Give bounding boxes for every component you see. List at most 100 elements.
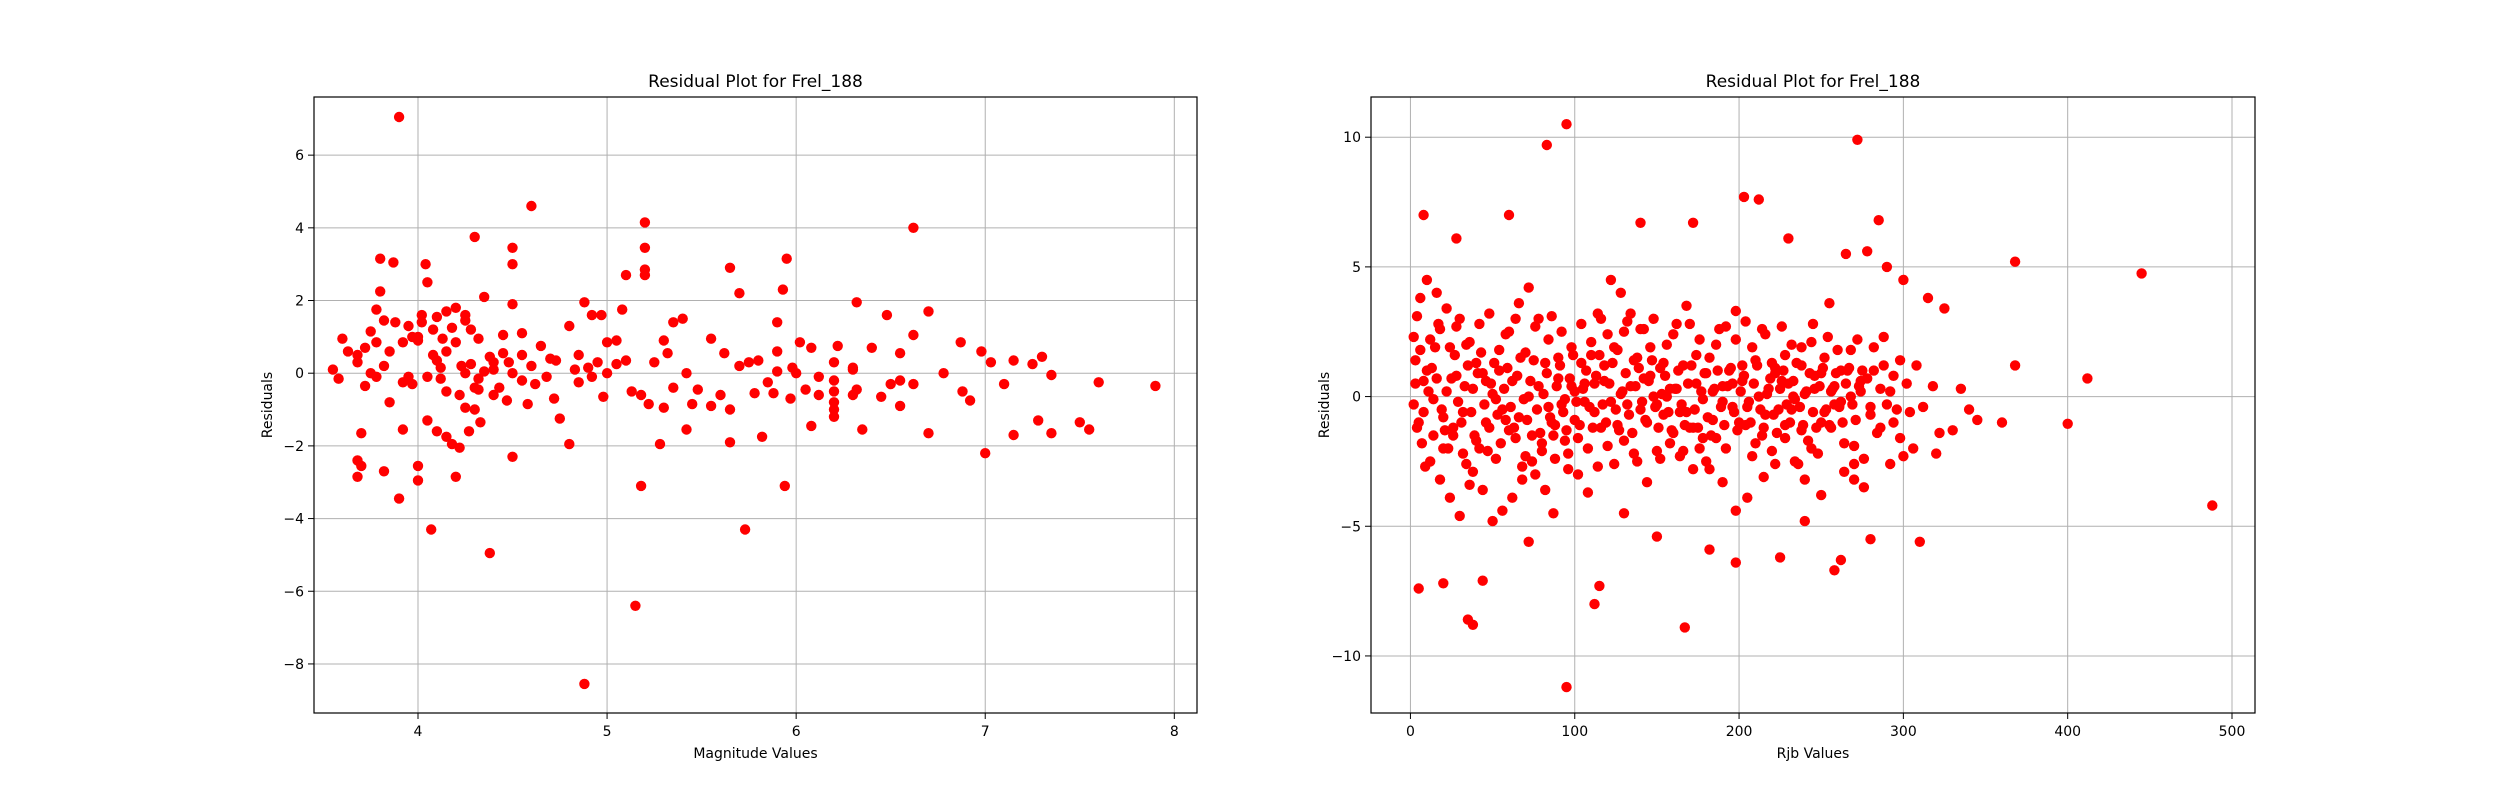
data-point <box>908 222 919 233</box>
data-point <box>1602 440 1613 452</box>
data-point <box>1548 430 1559 441</box>
x-axis-label: Rjb Values <box>1777 746 1850 762</box>
data-point <box>1564 373 1576 384</box>
data-point <box>1763 383 1774 394</box>
data-point <box>828 397 840 408</box>
data-point <box>1796 360 1807 371</box>
data-point <box>1747 342 1758 353</box>
data-point <box>1719 419 1730 431</box>
data-point <box>1520 451 1531 462</box>
x-axis-label: Magnitude Values <box>693 746 817 762</box>
data-point <box>1758 471 1769 483</box>
data-point <box>1697 432 1709 444</box>
data-point <box>1891 404 1903 415</box>
data-point <box>1574 419 1585 431</box>
data-point <box>1536 438 1548 449</box>
data-point <box>359 342 371 353</box>
data-point <box>1645 370 1656 381</box>
data-point <box>431 426 443 437</box>
data-point <box>1605 396 1617 407</box>
data-point <box>1781 399 1792 410</box>
data-point <box>359 380 371 392</box>
data-point <box>1431 287 1442 298</box>
data-point <box>1783 233 1794 244</box>
data-point <box>1536 445 1548 457</box>
data-point <box>1745 417 1756 428</box>
data-point <box>851 297 862 308</box>
data-point <box>1612 344 1623 356</box>
data-point <box>1494 365 1505 376</box>
data-point <box>1635 404 1646 415</box>
data-point <box>431 355 443 366</box>
y-tick-label: 2 <box>295 294 304 310</box>
data-point <box>1653 422 1664 433</box>
data-point <box>441 306 452 317</box>
data-point <box>1664 438 1676 449</box>
data-point <box>1553 373 1564 384</box>
data-point <box>1839 466 1850 477</box>
data-point <box>397 424 409 435</box>
data-point <box>1799 388 1811 400</box>
data-point <box>352 471 363 482</box>
data-point <box>1840 378 1852 389</box>
data-point <box>1681 406 1692 418</box>
data-point <box>1594 580 1605 592</box>
data-point <box>1628 448 1640 459</box>
data-point <box>1429 342 1441 353</box>
data-point <box>473 373 484 384</box>
data-point <box>371 337 382 348</box>
data-point <box>1858 453 1870 464</box>
data-point <box>1459 381 1470 392</box>
data-point <box>516 349 528 361</box>
data-point <box>1074 417 1086 428</box>
data-point <box>1878 360 1889 371</box>
data-point <box>1922 292 1934 304</box>
data-point <box>1448 422 1459 433</box>
data-point <box>1046 428 1057 439</box>
data-point <box>1661 339 1673 350</box>
data-point <box>1659 370 1671 381</box>
data-point <box>1563 448 1574 459</box>
data-point <box>378 466 390 477</box>
data-point <box>1691 378 1702 389</box>
data-point <box>1835 554 1847 566</box>
data-point <box>772 346 783 357</box>
data-point <box>1471 357 1482 369</box>
data-point <box>1487 515 1498 527</box>
data-point <box>1871 427 1883 439</box>
data-point <box>1812 448 1824 459</box>
data-point <box>1561 681 1572 693</box>
data-point <box>1807 406 1819 418</box>
data-point <box>1845 344 1857 356</box>
data-point <box>412 475 424 486</box>
data-point <box>1489 357 1500 369</box>
data-point <box>1760 329 1771 340</box>
data-point <box>1540 357 1551 369</box>
data-point <box>1046 369 1057 381</box>
data-point <box>1415 344 1426 356</box>
data-point <box>753 355 764 366</box>
data-point <box>1679 622 1691 633</box>
data-point <box>1753 194 1765 205</box>
data-point <box>1804 368 1815 379</box>
data-point <box>541 371 552 382</box>
data-point <box>1535 427 1546 439</box>
data-point <box>1875 383 1886 394</box>
data-point <box>403 371 414 382</box>
data-point <box>564 438 575 450</box>
data-point <box>1602 329 1613 340</box>
data-point <box>1543 401 1554 413</box>
data-point <box>756 431 768 442</box>
data-point <box>1503 209 1515 221</box>
y-axis-label: Residuals <box>260 372 276 438</box>
data-point <box>908 329 919 341</box>
data-point <box>352 357 363 368</box>
data-point <box>1848 458 1860 470</box>
data-point <box>1894 355 1906 366</box>
y-tick-label: −6 <box>283 584 304 600</box>
data-point <box>1898 274 1909 286</box>
data-point <box>649 357 660 368</box>
y-tick-label: −10 <box>1331 649 1361 665</box>
data-point <box>2207 500 2218 511</box>
data-point <box>1582 487 1594 498</box>
